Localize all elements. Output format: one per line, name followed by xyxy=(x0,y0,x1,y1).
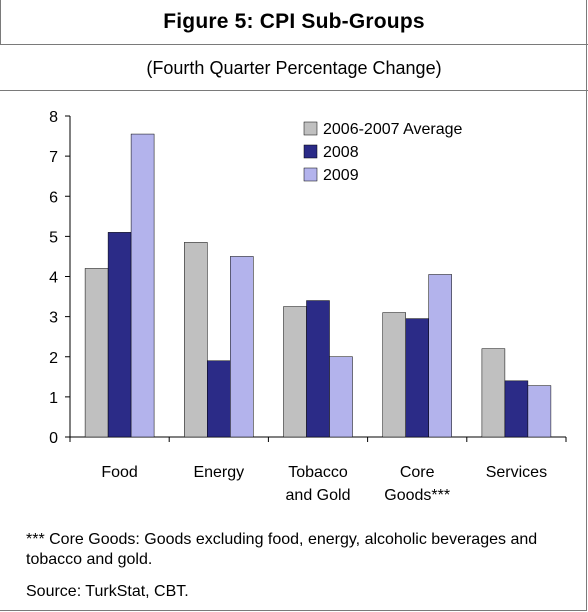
bar-2009-2 xyxy=(329,356,353,438)
y-tick-label: 7 xyxy=(49,149,58,166)
legend-label: 2006-2007 Average xyxy=(323,121,462,138)
y-tick-label: 5 xyxy=(49,229,58,246)
bar-2009-3 xyxy=(428,274,452,438)
bar-2006-2007-average-2 xyxy=(283,306,307,438)
legend-label: 2008 xyxy=(323,144,359,161)
figure-subtitle: (Fourth Quarter Percentage Change) xyxy=(146,58,442,78)
category-label: and Gold xyxy=(286,487,351,504)
y-tick-label: 6 xyxy=(49,189,58,206)
frame-edge xyxy=(0,0,1,44)
bar-2006-2007-average-1 xyxy=(184,242,208,438)
category-label: Tobacco xyxy=(288,464,348,481)
y-tick-label: 8 xyxy=(49,109,58,126)
bar-chart: 0 1 2 3 4 5 6 7 8 Food Energy Tobacco and Gold Core Go… xyxy=(49,109,567,504)
title-divider xyxy=(0,44,588,45)
category-label: Energy xyxy=(193,464,244,481)
y-tick-label: 4 xyxy=(49,270,58,287)
bar-2006-2007-average-3 xyxy=(382,312,406,438)
footnote: *** Core Goods: Goods excluding food, en… xyxy=(26,531,538,568)
bar-2008-2 xyxy=(306,300,330,438)
category-label: Core xyxy=(400,464,435,481)
bar-2006-2007-average-0 xyxy=(84,268,109,438)
bar-2008-1 xyxy=(207,360,231,438)
bar-2008-4 xyxy=(504,380,529,438)
legend-swatch-2 xyxy=(303,167,318,182)
y-tick-label: 3 xyxy=(49,310,58,327)
category-label: Food xyxy=(101,464,137,481)
plot-area: 0 1 2 3 4 5 6 7 8 Food Energy Tobacco and Gold Core Go… xyxy=(49,109,567,504)
y-tick-label: 2 xyxy=(49,350,58,367)
bar-2006-2007-average-4 xyxy=(481,348,506,438)
y-tick-label: 1 xyxy=(49,390,58,407)
legend-label: 2009 xyxy=(323,167,359,184)
bar-2009-1 xyxy=(230,256,254,438)
legend-swatch-0 xyxy=(303,121,318,136)
bar-2009-4 xyxy=(527,385,552,438)
y-tick-label: 0 xyxy=(49,430,58,447)
figure-title: Figure 5: CPI Sub-Groups xyxy=(163,10,425,33)
legend-swatch-1 xyxy=(303,144,318,159)
bar-2008-3 xyxy=(405,318,429,438)
source-note: Source: TurkStat, CBT. xyxy=(26,583,189,600)
subtitle-divider xyxy=(0,90,588,91)
category-label: Goods*** xyxy=(384,487,450,504)
bar-2008-0 xyxy=(107,232,132,438)
bar-2009-0 xyxy=(130,133,155,438)
category-label: Services xyxy=(486,464,547,481)
